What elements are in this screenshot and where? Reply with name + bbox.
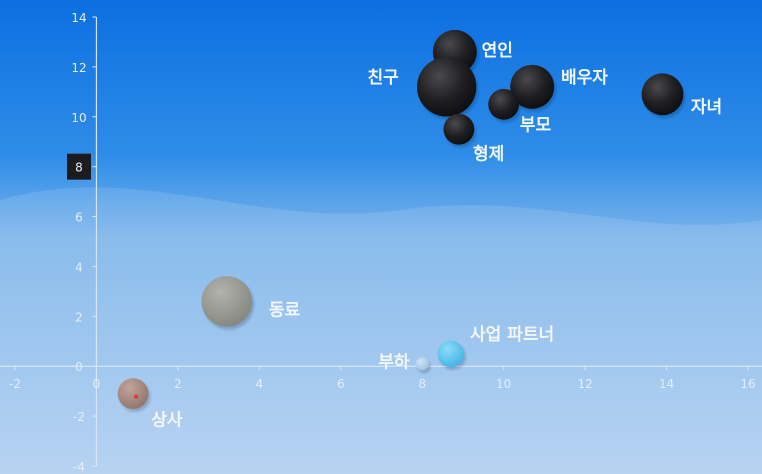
bubble-label: 상사 — [151, 411, 183, 431]
x-tick-label: 4 — [256, 377, 264, 391]
bubble — [117, 378, 149, 410]
bubble — [641, 73, 684, 116]
y-tick-label: 14 — [71, 11, 86, 25]
bubble — [488, 88, 520, 120]
bubble-label: 형제 — [473, 143, 504, 164]
x-tick-label: -2 — [9, 377, 21, 391]
background-haze — [0, 187, 762, 474]
y-tick-label: -2 — [73, 410, 85, 424]
bubble — [201, 276, 253, 327]
bubble-label: 배우자 — [561, 68, 608, 88]
bubble — [416, 57, 477, 117]
bubble-label: 동료 — [269, 300, 301, 320]
x-tick-label: 2 — [174, 377, 182, 391]
bubble-label: 자녀 — [691, 97, 722, 117]
bubble — [510, 64, 555, 109]
x-tick-label: 12 — [577, 377, 592, 391]
y-tick-label: 8 — [75, 161, 83, 175]
x-tick-label: 8 — [418, 377, 426, 391]
bubble — [437, 340, 464, 367]
x-tick-label: 14 — [659, 377, 674, 391]
bubbles — [117, 29, 686, 413]
y-tick-label: 2 — [75, 310, 83, 324]
axes — [0, 17, 762, 466]
x-tick-label: 16 — [740, 377, 755, 391]
y-tick-label: 0 — [75, 360, 83, 374]
x-tick-label: 10 — [496, 377, 511, 391]
y-tick-label: 4 — [75, 260, 83, 274]
y-tick-highlight-box — [67, 153, 91, 180]
bubble-label: 사업 파트너 — [470, 325, 554, 345]
bubble-glint — [134, 394, 139, 399]
y-tick-label: 12 — [71, 61, 86, 75]
bubble-label: 연인 — [482, 41, 513, 61]
y-tick-label: -4 — [73, 460, 85, 474]
bubble-label: 부하 — [378, 353, 410, 373]
bubble — [443, 113, 475, 145]
bubble-label: 부모 — [520, 115, 552, 135]
bubble-label: 친구 — [367, 68, 399, 88]
y-tick-label: 10 — [71, 111, 86, 125]
x-tick-label: 0 — [93, 377, 101, 391]
y-tick-label: 6 — [75, 211, 83, 225]
x-tick-label: 6 — [337, 377, 345, 391]
tick-labels: -2 0 2 4 6 8 10 12 14 16 -4 -2 0 2 4 6 8 10 12 14 — [9, 11, 756, 474]
bubble — [415, 357, 429, 371]
